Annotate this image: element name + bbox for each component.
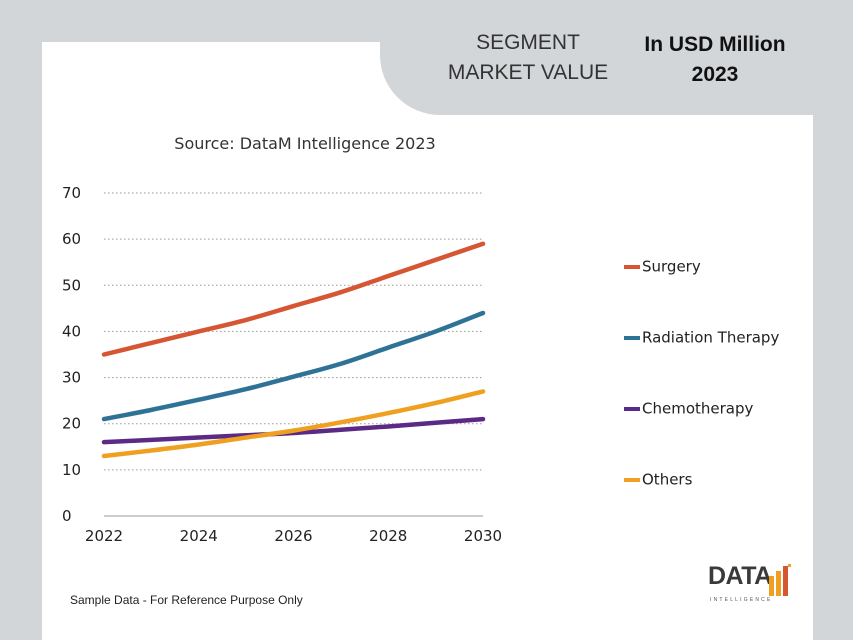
segment-title: SEGMENT MARKET VALUE bbox=[432, 28, 624, 88]
legend-label: Radiation Therapy bbox=[642, 328, 780, 347]
y-tick-label: 40 bbox=[62, 322, 81, 340]
unit-title-line1: In USD Million bbox=[644, 33, 786, 56]
legend-label: Surgery bbox=[642, 257, 701, 276]
y-tick-label: 20 bbox=[62, 415, 81, 433]
x-tick-label: 2022 bbox=[85, 527, 123, 545]
chart-title: Source: DataM Intelligence 2023 bbox=[174, 134, 436, 153]
unit-title-line2: 2023 bbox=[691, 63, 739, 86]
x-tick-label: 2024 bbox=[180, 527, 218, 545]
y-tick-label: 30 bbox=[62, 369, 81, 387]
legend-swatch bbox=[624, 477, 640, 482]
y-tick-label: 0 bbox=[62, 507, 72, 525]
series-line-surgery bbox=[101, 241, 486, 357]
logo-subtitle: INTELLIGENCE bbox=[710, 597, 773, 603]
footnote: Sample Data - For Reference Purpose Only bbox=[70, 593, 303, 607]
x-tick-label: 2028 bbox=[369, 527, 407, 545]
series-line-chemotherapy bbox=[101, 416, 486, 445]
legend-label: Others bbox=[642, 470, 693, 489]
x-tick-label: 2026 bbox=[274, 527, 312, 545]
header-tab bbox=[380, 0, 853, 115]
y-tick-label: 60 bbox=[62, 230, 81, 248]
unit-title: In USD Million 2023 bbox=[640, 30, 790, 90]
content-card bbox=[42, 42, 813, 640]
logo-text: DATA bbox=[708, 562, 772, 590]
series-line-others bbox=[101, 389, 486, 459]
legend-swatch bbox=[624, 335, 640, 340]
datam-logo: DATA INTELLIGENCE bbox=[708, 562, 791, 603]
y-tick-label: 70 bbox=[62, 184, 81, 202]
legend-swatch bbox=[624, 406, 640, 411]
legend-item: Radiation Therapy bbox=[624, 328, 779, 347]
legend-item: Chemotherapy bbox=[624, 399, 753, 418]
legend-item: Others bbox=[624, 470, 692, 489]
y-tick-label: 50 bbox=[62, 276, 81, 294]
y-tick-label: 10 bbox=[62, 461, 81, 479]
legend-item: Surgery bbox=[624, 257, 701, 276]
segment-title-line2: MARKET VALUE bbox=[447, 61, 609, 84]
logo-bars-icon bbox=[769, 564, 791, 596]
segment-title-line1: SEGMENT bbox=[476, 31, 580, 54]
legend-label: Chemotherapy bbox=[642, 399, 754, 418]
series-line-radiation-therapy bbox=[101, 310, 486, 422]
x-tick-label: 2030 bbox=[464, 527, 502, 545]
legend-swatch bbox=[624, 264, 640, 269]
